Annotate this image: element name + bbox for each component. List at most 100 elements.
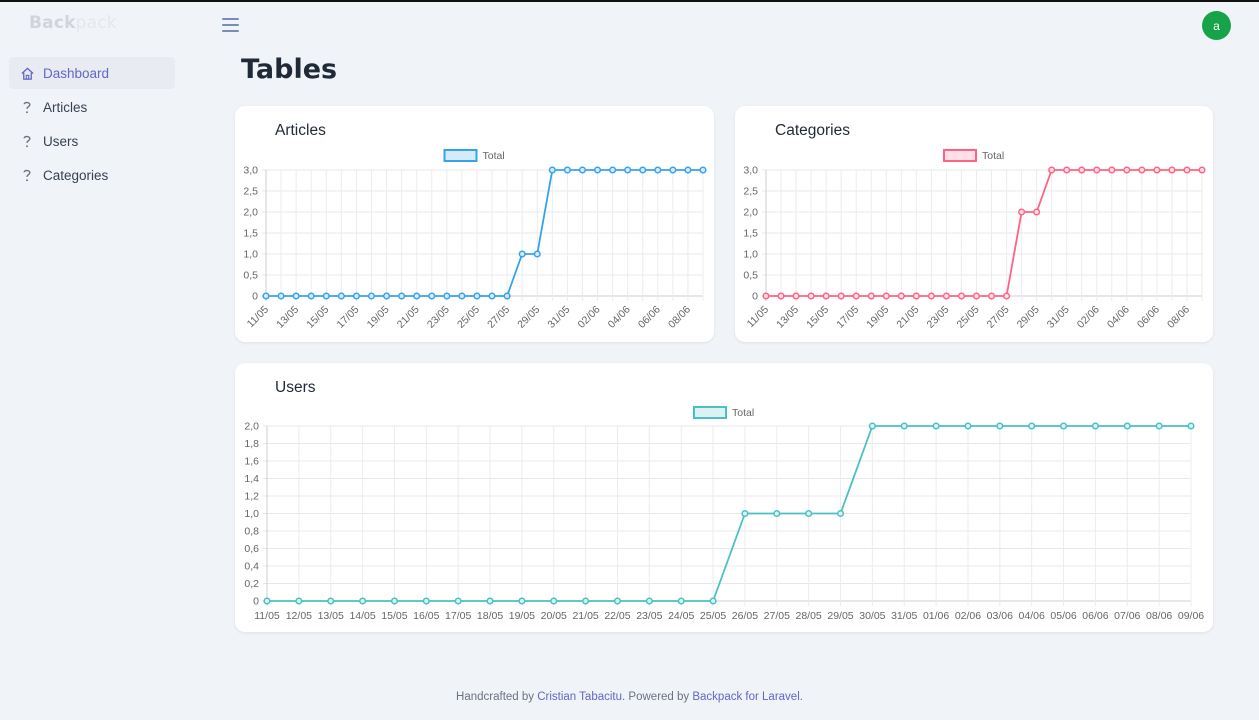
users-chart: Total 0 0,2 0,4 0,6 0,8 1,0 1,2 1,4 1,6 1,8 2,0 11/0… [244,406,1204,622]
x-tick-label: 11/05 [254,610,280,622]
x-tick-label: 08/06 [1146,610,1172,622]
menu-toggle-icon[interactable] [222,18,239,32]
data-point [1048,166,1056,174]
x-tick-label: 27/05 [485,304,512,331]
x-tick-label: 25/05 [700,610,726,622]
legend-swatch [943,149,977,162]
legend-swatch [693,406,727,419]
y-tick-label: 0,6 [244,543,259,555]
y-tick-label: 0,2 [244,578,259,590]
data-point [868,422,876,430]
x-tick-label: 09/06 [1178,610,1204,622]
x-tick-label: 15/05 [804,304,831,331]
data-point [548,166,556,174]
data-point [1198,166,1206,174]
data-point [593,166,602,174]
data-point [836,509,845,518]
sidebar-item-categories[interactable]: Categories [9,159,175,191]
avatar-letter: a [1213,18,1220,33]
x-tick-label: 17/05 [445,610,471,622]
data-point [413,292,421,300]
x-tick-label: 16/05 [413,610,439,622]
sidebar-item-users[interactable]: Users [9,125,175,157]
x-tick-label: 06/06 [1082,610,1108,622]
backpack-link[interactable]: Backpack for Laravel [692,691,800,703]
data-point [263,597,271,605]
y-tick-label: 1,5 [743,228,758,240]
footer-prefix: Handcrafted by [456,691,538,703]
series-line [267,425,1191,602]
data-point [762,292,770,300]
x-tick-label: 17/05 [834,304,861,331]
data-point [1138,166,1146,174]
sidebar-item-dashboard[interactable]: Dashboard [9,57,175,89]
data-point [443,292,451,300]
question-icon [19,99,35,115]
data-point [1168,166,1176,174]
x-tick-label: 01/06 [923,610,949,622]
legend-label: Total [732,407,754,419]
data-point [699,166,707,174]
data-point [390,597,398,605]
chart-title: Users [275,379,316,396]
data-point [262,292,270,300]
x-tick-label: 23/05 [636,610,662,622]
x-tick-label: 24/05 [668,610,694,622]
x-tick-label: 02/06 [576,304,603,331]
chart-card-users: Users Total 0 0,2 0,4 0,6 0,8 1,0 1,2 1,4 1,6 1,8 2… [235,363,1213,632]
avatar[interactable]: a [1202,11,1231,40]
x-tick-label: 23/05 [425,304,452,331]
data-point [307,292,315,300]
x-tick-label: 28/05 [796,610,822,622]
footer-middle: . Powered by [622,691,693,703]
x-tick-label: 06/06 [1135,304,1162,331]
footer: Handcrafted by Cristian Tabacitu. Powere… [0,691,1259,703]
data-point [337,292,345,300]
sidebar-item-articles[interactable]: Articles [9,91,175,123]
home-icon [19,65,35,81]
chart-title: Articles [275,122,326,139]
data-point [822,292,830,300]
data-point [1091,422,1099,430]
window-top-border [0,0,1259,2]
x-tick-label: 15/05 [304,304,331,331]
data-point [996,422,1004,430]
brand-part2: pack [75,13,117,33]
data-point [645,597,653,605]
data-point [563,166,571,174]
data-point [609,166,617,174]
data-point [1155,422,1163,430]
y-tick-label: 3,0 [243,165,258,177]
y-tick-label: 0,4 [244,561,259,573]
x-tick-label: 04/06 [1105,304,1132,331]
data-point [792,292,800,300]
data-point [624,166,632,174]
x-tick-label: 18/05 [477,610,503,622]
data-point [684,166,692,174]
data-point [972,292,981,300]
y-tick-label: 1,0 [743,249,758,261]
y-tick-label: 2,5 [243,186,258,198]
x-tick-label: 11/05 [245,304,272,331]
data-point [613,597,622,605]
data-point [488,292,496,300]
x-tick-label: 29/05 [827,610,853,622]
x-tick-label: 03/06 [987,610,1013,622]
x-tick-label: 25/05 [955,304,982,331]
y-tick-label: 1,0 [243,249,258,261]
x-tick-label: 11/05 [745,304,772,331]
data-point [932,422,940,430]
brand-logo[interactable]: Backpack [29,13,117,33]
x-tick-label: 07/06 [1114,610,1140,622]
author-link[interactable]: Cristian Tabacitu [537,691,623,703]
data-point [428,292,436,300]
data-point [367,292,376,300]
x-tick-label: 19/05 [365,304,392,331]
x-tick-label: 17/05 [334,304,361,331]
y-tick-label: 2,0 [244,421,259,433]
x-tick-label: 27/05 [764,610,790,622]
footer-suffix: . [799,691,803,703]
y-tick-label: 0 [752,291,758,303]
x-tick-label: 31/05 [891,610,917,622]
data-point [383,292,391,300]
